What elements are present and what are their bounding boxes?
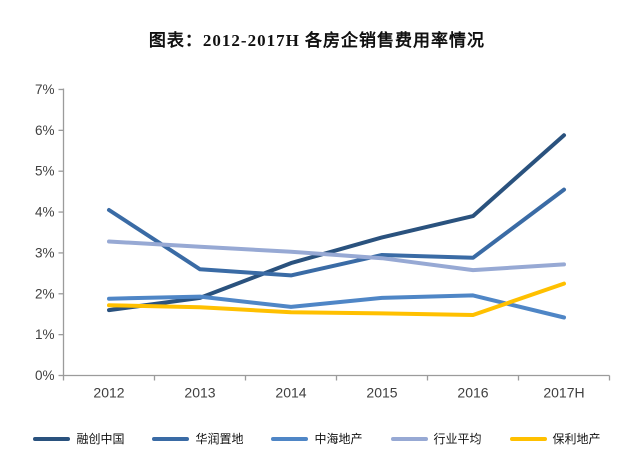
y-axis-tick-label: 4% — [35, 205, 55, 220]
y-axis-tick-label: 3% — [35, 245, 55, 260]
legend-line-swatch — [509, 436, 547, 441]
legend-label: 行业平均 — [433, 432, 482, 446]
x-axis-tick-label: 2015 — [366, 385, 397, 401]
y-axis-tick-label: 2% — [35, 286, 55, 301]
y-axis-tick-label: 1% — [35, 327, 55, 342]
chart-title: 图表：2012-2017H 各房企销售费用率情况 — [148, 31, 486, 50]
y-axis-tick-label: 7% — [35, 82, 55, 97]
legend-line-swatch — [271, 436, 309, 441]
y-axis-tick-label: 6% — [35, 123, 55, 138]
series-line-2 — [107, 293, 566, 320]
series-line-0 — [107, 133, 566, 313]
legend-label: 融创中国 — [76, 432, 125, 446]
legend-line-swatch — [152, 436, 190, 441]
legend-label: 保利地产 — [552, 432, 601, 446]
x-axis-tick-label: 2017H — [543, 385, 584, 401]
x-axis-tick-label: 2013 — [184, 385, 215, 401]
legend-item-0: 融创中国 — [33, 430, 124, 447]
legend-line-swatch — [33, 436, 71, 441]
legend-item-3: 行业平均 — [390, 430, 482, 447]
y-axis-tick-label: 5% — [35, 164, 55, 179]
legend-line-swatch — [390, 436, 428, 441]
series-line-4 — [107, 281, 566, 317]
x-axis-tick-label: 2016 — [457, 385, 488, 401]
x-axis-tick-label: 2014 — [275, 385, 306, 401]
series-line-3 — [107, 239, 566, 273]
series-line-1 — [107, 187, 566, 278]
legend-label: 中海地产 — [314, 432, 363, 446]
legend-item-1: 华润置地 — [152, 430, 243, 447]
legend-item-4: 保利地产 — [509, 430, 601, 447]
legend-label: 华润置地 — [195, 432, 244, 446]
chart-legend: 融创中国 华润置地 中海地产 行业平均 保利地产 — [0, 430, 634, 447]
x-axis-tick-label: 2012 — [93, 385, 124, 401]
legend-item-2: 中海地产 — [271, 430, 363, 447]
y-axis-tick-label: 0% — [35, 368, 55, 383]
